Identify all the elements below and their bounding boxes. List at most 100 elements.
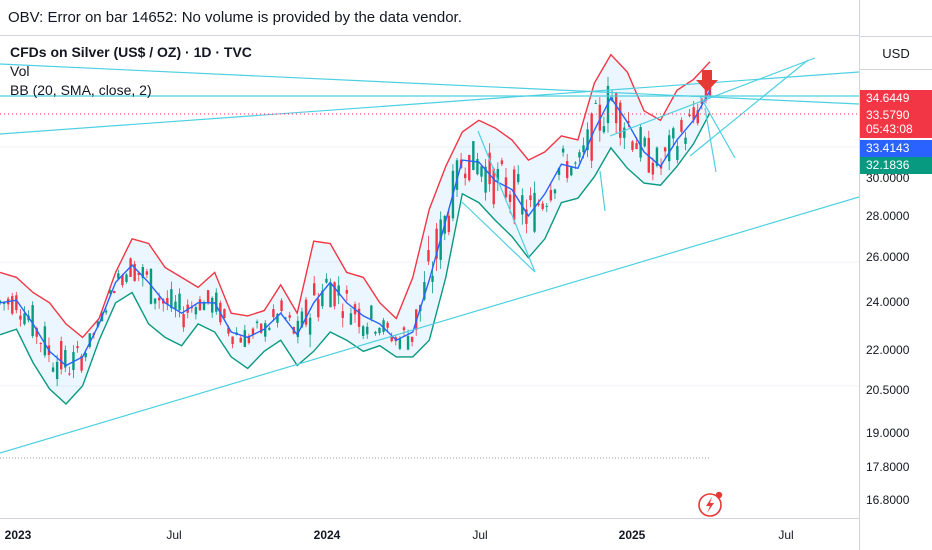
price-axis[interactable]: USD 30.0000 28.0000 26.0000 24.0000 22.0… bbox=[859, 0, 932, 550]
candle-body bbox=[153, 298, 157, 304]
price-tick: 22.0000 bbox=[866, 343, 910, 357]
candle-body bbox=[533, 192, 536, 232]
time-tick: 2024 bbox=[313, 528, 341, 542]
candle-body bbox=[0, 300, 2, 304]
time-tick: 2023 bbox=[4, 528, 32, 542]
price-tick: 24.0000 bbox=[866, 295, 910, 309]
candle-body bbox=[468, 154, 471, 181]
candle-body bbox=[357, 308, 361, 327]
candle-body bbox=[386, 322, 389, 328]
candle-body bbox=[276, 313, 279, 323]
candle-body bbox=[382, 320, 385, 332]
bb-band-fill bbox=[0, 54, 710, 404]
candle-body bbox=[76, 346, 79, 349]
candle-body bbox=[304, 299, 308, 325]
candle-body bbox=[345, 290, 349, 294]
candle-body bbox=[435, 228, 438, 259]
currency-button[interactable]: USD bbox=[860, 36, 932, 70]
candle-body bbox=[333, 282, 336, 307]
candle-body bbox=[374, 331, 377, 334]
candle-body bbox=[280, 300, 283, 312]
candle-body bbox=[117, 273, 120, 279]
time-axis[interactable]: 2023 Jul 2024 Jul 2025 Jul bbox=[0, 518, 859, 550]
candle-body bbox=[259, 323, 263, 333]
trendline-wedge-1 bbox=[477, 130, 536, 273]
candle-body bbox=[141, 267, 145, 279]
candle-body bbox=[231, 336, 234, 345]
trendlines[interactable] bbox=[0, 57, 859, 454]
candle-body bbox=[704, 84, 708, 101]
candle-body bbox=[337, 285, 340, 296]
candle-body bbox=[586, 129, 589, 151]
candle-body bbox=[553, 189, 557, 194]
candle-body bbox=[247, 335, 251, 344]
trendline-wedge-3 bbox=[599, 170, 606, 212]
candle-body bbox=[64, 349, 67, 368]
symbol-title[interactable]: CFDs on Silver (US$ / OZ) · 1D · TVC bbox=[10, 44, 252, 60]
candle-body bbox=[321, 290, 324, 307]
chart-legend: CFDs on Silver (US$ / OZ) · 1D · TVC Vol… bbox=[10, 43, 252, 100]
candle-body bbox=[227, 327, 230, 334]
candle-body bbox=[667, 135, 671, 162]
time-tick: Jul bbox=[778, 528, 794, 542]
down-arrow-marker[interactable] bbox=[696, 70, 718, 92]
price-tick: 17.8000 bbox=[866, 460, 910, 474]
candle-body bbox=[129, 258, 132, 278]
candle-body bbox=[602, 126, 606, 133]
price-chart[interactable] bbox=[0, 36, 859, 518]
candle-body bbox=[594, 102, 597, 104]
candle-body bbox=[125, 274, 128, 282]
last-price-tag: 33.5790 bbox=[860, 107, 932, 124]
trendline-support bbox=[0, 196, 859, 454]
alert-icon[interactable] bbox=[698, 491, 723, 517]
candle-body bbox=[264, 323, 267, 337]
error-message: OBV: Error on bar 14652: No volume is pr… bbox=[8, 9, 462, 26]
bb-basis-price-tag: 33.4143 bbox=[860, 140, 932, 157]
candle-body bbox=[455, 160, 459, 190]
candle-body bbox=[206, 290, 210, 303]
candle-body bbox=[504, 177, 508, 198]
candle-body bbox=[19, 315, 22, 320]
candle-body bbox=[288, 315, 291, 318]
candle-body bbox=[545, 205, 548, 207]
candle-body bbox=[145, 271, 149, 275]
candle-body bbox=[676, 146, 679, 160]
candle-body bbox=[627, 121, 630, 124]
vol-indicator-label[interactable]: Vol bbox=[10, 63, 30, 79]
candle-body bbox=[561, 148, 565, 153]
candle-body bbox=[512, 169, 516, 221]
candle-body bbox=[529, 195, 532, 200]
candle-body bbox=[402, 327, 406, 331]
candle-body bbox=[565, 161, 569, 179]
bb-upper-price-tag: 34.6449 bbox=[860, 90, 932, 107]
trendline-fan-2 bbox=[689, 59, 809, 157]
candle-body bbox=[598, 104, 602, 131]
candle-body bbox=[692, 107, 695, 120]
candle-body bbox=[121, 275, 124, 286]
candle-body bbox=[390, 336, 393, 342]
price-tick: 26.0000 bbox=[866, 250, 910, 264]
candle-body bbox=[329, 283, 332, 308]
candle-body bbox=[406, 336, 410, 350]
candle-body bbox=[431, 275, 434, 282]
price-tick: 30.0000 bbox=[866, 171, 910, 185]
candle-body bbox=[463, 173, 467, 179]
candle-body bbox=[296, 320, 300, 338]
candle-body bbox=[300, 311, 304, 328]
trendline-fan-1 bbox=[609, 57, 816, 137]
candle-body bbox=[182, 314, 185, 328]
time-tick: Jul bbox=[472, 528, 488, 542]
candle-body bbox=[655, 147, 659, 166]
bb-indicator-label[interactable]: BB (20, SMA, close, 2) bbox=[10, 82, 152, 98]
candle-body bbox=[15, 295, 18, 311]
candle-body bbox=[272, 309, 275, 318]
trendline-wedge-2 bbox=[461, 201, 536, 273]
candle-body bbox=[537, 203, 540, 206]
candle-body bbox=[680, 119, 683, 132]
candle-body bbox=[239, 337, 242, 343]
bb-upper-line bbox=[0, 53, 711, 339]
candle-body bbox=[60, 341, 63, 370]
candle-body bbox=[480, 166, 483, 177]
candle-body bbox=[84, 353, 87, 358]
candle-body bbox=[582, 145, 585, 153]
